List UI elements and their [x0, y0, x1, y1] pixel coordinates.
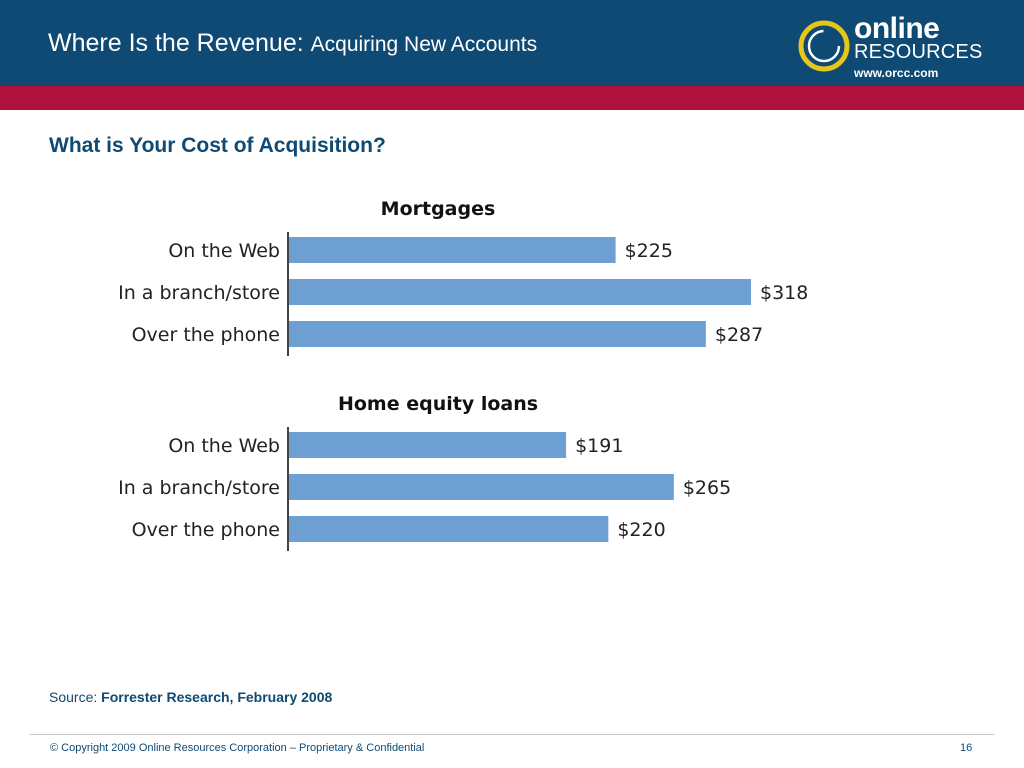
value-label-2-1: $191: [575, 435, 623, 457]
category-label-1-2: In a branch/store: [118, 282, 280, 304]
accent-bar: [0, 86, 1024, 110]
company-logo: online RESOURCES www.orcc.com: [796, 12, 996, 84]
category-label-2-1: On the Web: [168, 435, 280, 457]
value-label-2-3: $220: [617, 519, 665, 541]
category-label-2-2: In a branch/store: [118, 477, 280, 499]
slide-title: What is Your Cost of Acquisition?: [49, 134, 386, 157]
logo-word-online: online: [854, 12, 940, 45]
chart-title-2: Home equity loans: [338, 393, 538, 415]
value-label-2-2: $265: [683, 477, 731, 499]
header-title-sub: Acquiring New Accounts: [310, 33, 538, 56]
bar-1-2: [288, 279, 751, 305]
source-text: Forrester Research, February 2008: [101, 689, 333, 705]
header-title-main: Where Is the Revenue: [48, 29, 297, 57]
bar-1-1: [288, 237, 616, 263]
charts-container: Mortgages On the Web $225 In a branch/store…: [118, 198, 808, 551]
source-note: Source: Forrester Research, February 200…: [49, 689, 332, 705]
logo-ring-icon: [798, 20, 850, 72]
slide-header-title: Where Is the Revenue: Acquiring New Acco…: [48, 29, 537, 58]
value-label-1-2: $318: [760, 282, 808, 304]
copyright-text: © Copyright 2009 Online Resources Corpor…: [50, 742, 425, 754]
header-title-colon: :: [296, 29, 304, 57]
header-bar: [0, 0, 1024, 86]
bar-2-2: [288, 474, 674, 500]
value-label-1-3: $287: [715, 324, 763, 346]
page-number: 16: [960, 742, 973, 754]
bar-2-3: [288, 516, 609, 542]
bar-1-3: [288, 321, 706, 347]
source-label: Source:: [49, 689, 98, 705]
value-label-1-1: $225: [625, 240, 673, 262]
logo-word-resources: RESOURCES: [854, 41, 983, 63]
category-label-1-3: Over the phone: [132, 324, 280, 346]
bar-2-1: [288, 432, 567, 458]
logo-url: www.orcc.com: [854, 66, 939, 80]
category-label-1-1: On the Web: [168, 240, 280, 262]
chart-title-1: Mortgages: [381, 198, 496, 220]
category-label-2-3: Over the phone: [132, 519, 280, 541]
footer-divider: [30, 734, 994, 735]
